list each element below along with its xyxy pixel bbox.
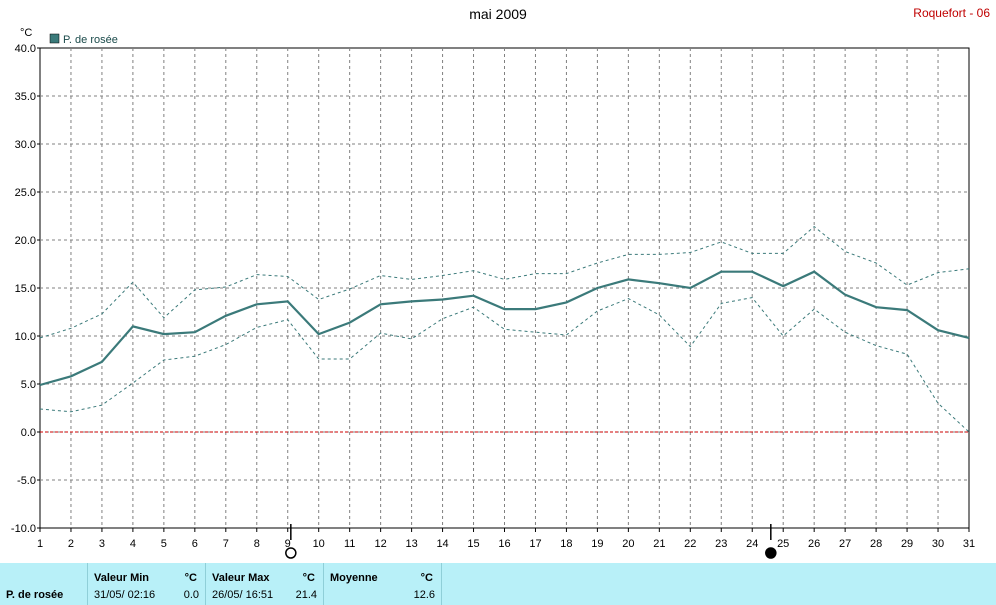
x-tick-label: 12	[375, 538, 387, 550]
new-moon-icon	[765, 547, 777, 559]
min-value: 0.0	[183, 589, 199, 601]
min-unit: °C	[184, 572, 197, 584]
y-tick-label: 25.0	[15, 187, 36, 199]
x-tick-label: 10	[313, 538, 325, 550]
x-tick-label: 9	[285, 538, 291, 550]
min-date: 31/05/ 02:16	[94, 589, 156, 601]
stats-max-cell: Valeur Max °C 26/05/ 16:51 21.4	[206, 563, 324, 605]
stats-row-header: P. de rosée	[0, 563, 88, 605]
x-tick-label: 31	[963, 538, 975, 550]
y-tick-label: -5.0	[17, 475, 36, 487]
x-tick-label: 16	[498, 538, 510, 550]
y-tick-label: 35.0	[15, 91, 36, 103]
stats-row-label: P. de rosée	[6, 589, 64, 601]
x-tick-label: 19	[591, 538, 603, 550]
x-tick-label: 13	[405, 538, 417, 550]
mean-unit: °C	[420, 572, 433, 584]
x-tick-label: 1	[37, 538, 43, 550]
stats-mean-cell: Moyenne °C 12.6	[324, 563, 442, 605]
legend-label: P. de rosée	[63, 34, 118, 46]
x-tick-label: 21	[653, 538, 665, 550]
y-tick-label: -10.0	[11, 523, 36, 535]
stats-min-cell: Valeur Min °C 31/05/ 02:16 0.0	[88, 563, 206, 605]
x-tick-label: 20	[622, 538, 634, 550]
mean-label: Moyenne	[330, 572, 378, 584]
x-tick-label: 18	[560, 538, 572, 550]
max-date: 26/05/ 16:51	[212, 589, 274, 601]
x-tick-label: 23	[715, 538, 727, 550]
x-tick-label: 2	[68, 538, 74, 550]
y-tick-label: 10.0	[15, 331, 36, 343]
x-tick-label: 8	[254, 538, 260, 550]
max-label: Valeur Max	[212, 572, 270, 584]
x-tick-label: 25	[777, 538, 789, 550]
x-tick-label: 14	[436, 538, 448, 550]
series-line-lower	[39, 297, 970, 433]
x-tick-label: 17	[529, 538, 541, 550]
y-tick-label: 5.0	[21, 379, 36, 391]
x-tick-label: 29	[901, 538, 913, 550]
y-tick-label: 30.0	[15, 139, 36, 151]
station-name: Roquefort - 06	[913, 6, 990, 20]
y-tick-label: 20.0	[15, 235, 36, 247]
x-tick-label: 30	[932, 538, 944, 550]
x-tick-label: 15	[467, 538, 479, 550]
y-tick-label: 15.0	[15, 283, 36, 295]
stats-panel: P. de rosée Valeur Min °C 31/05/ 02:16 0…	[0, 563, 996, 605]
x-tick-label: 27	[839, 538, 851, 550]
x-tick-label: 28	[870, 538, 882, 550]
x-tick-label: 11	[344, 538, 355, 550]
chart-title: mai 2009	[469, 6, 527, 22]
x-tick-label: 24	[746, 538, 758, 550]
x-tick-label: 22	[684, 538, 696, 550]
x-tick-label: 3	[99, 538, 105, 550]
x-tick-label: 26	[808, 538, 820, 550]
legend-swatch	[49, 33, 60, 44]
x-tick-label: 6	[192, 538, 198, 550]
x-tick-label: 7	[223, 538, 229, 550]
mean-value: 12.6	[413, 589, 435, 601]
x-tick-label: 4	[130, 538, 136, 550]
y-tick-label: 0.0	[21, 427, 36, 439]
y-axis-unit: °C	[20, 27, 32, 39]
y-tick-label: 40.0	[15, 43, 36, 55]
max-unit: °C	[302, 572, 315, 584]
dew-point-chart: 40.0 35.0 30.0 25.0 20.0 15.0 10.0 5.0 0.0 -5.0 -1…	[11, 27, 975, 559]
min-label: Valeur Min	[94, 572, 150, 584]
x-tick-label: 5	[161, 538, 167, 550]
full-moon-icon	[285, 547, 297, 559]
series-line-upper	[39, 225, 970, 339]
max-value: 21.4	[295, 589, 317, 601]
